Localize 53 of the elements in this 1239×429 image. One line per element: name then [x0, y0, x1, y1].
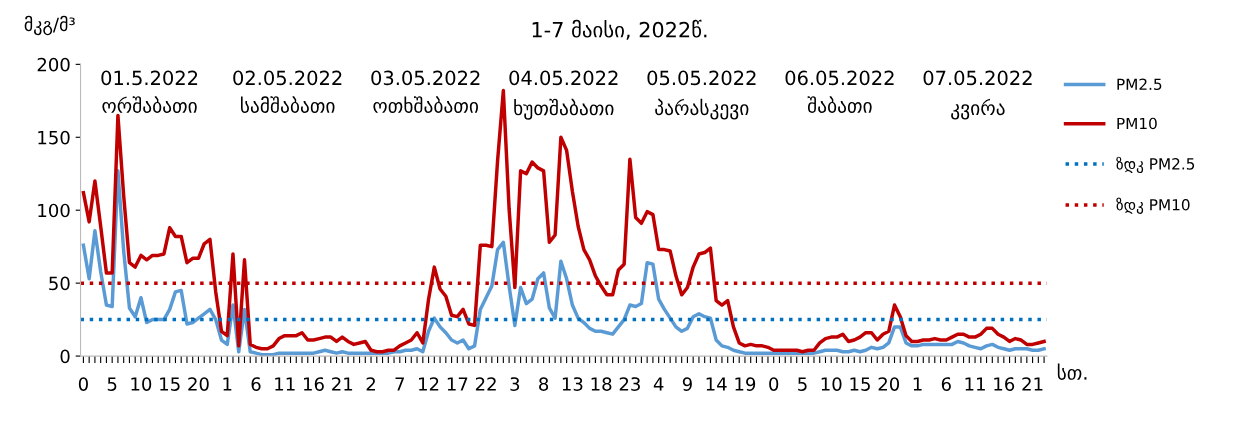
x-tick-label: 13: [562, 377, 583, 391]
x-tick-label: 10: [821, 377, 842, 391]
x-tick-label: 10: [131, 377, 152, 391]
x-tick-label: 11: [275, 377, 295, 391]
x-tick-label: 11: [965, 377, 985, 391]
y-tick-label: 200: [37, 57, 70, 72]
x-tick-label: 21: [1022, 377, 1043, 391]
x-tick-label: 21: [332, 377, 353, 391]
y-tick-label: 100: [38, 203, 70, 218]
x-tick-label: 6: [251, 377, 261, 391]
y-tick-label: 150: [38, 130, 70, 145]
x-tick-label: 22: [475, 377, 496, 391]
x-tick-label: 15: [160, 377, 180, 391]
x-tick-label: 3: [510, 377, 520, 391]
x-tick-label: 16: [994, 377, 1015, 391]
legend-label: ზდკ PM10: [1116, 197, 1190, 214]
x-tick-label: 1: [223, 377, 232, 391]
annotation: 02.05.2022 სამშაბათი: [233, 70, 342, 113]
x-tick-label: 19: [735, 377, 756, 391]
annotation: 06.05.2022 შაბათი: [785, 70, 894, 113]
annotation: 04.05.2022 ხუთშაბათი: [509, 70, 618, 120]
x-tick-label: 15: [850, 377, 870, 391]
x-tick-label: 20: [188, 377, 209, 391]
legend-label: PM2.5: [1117, 78, 1162, 90]
x-tick-label: 4: [653, 377, 664, 391]
x-tick-label: 18: [591, 377, 612, 391]
x-tick-label: 0: [78, 377, 88, 391]
x-tick-label: 6: [941, 377, 951, 391]
legend-label: PM10: [1117, 117, 1157, 130]
annotation: 05.05.2022 პარასკევი: [647, 70, 756, 120]
x-tick-label: 0: [769, 377, 779, 391]
annotation: 03.05.2022 ოთხშაბათი: [371, 70, 480, 113]
x-tick-label: 7: [395, 377, 404, 391]
y-tick-label: 0: [60, 349, 70, 364]
x-tick-label: 8: [539, 377, 549, 391]
y-tick-label: 50: [49, 276, 70, 291]
x-tick-label: 17: [447, 377, 468, 391]
x-tick-label: 12: [419, 377, 439, 391]
x-tick-label: 23: [619, 377, 640, 391]
annotation: 01.5.2022 ორშაბათი: [101, 70, 198, 113]
x-tick-label: 9: [682, 377, 692, 391]
x-tick-label: 16: [304, 377, 324, 391]
chart-title: 1-7 მაისი, 2022წ.: [532, 19, 707, 40]
x-axis-title: სთ.: [1057, 363, 1087, 380]
x-tick-label: 5: [798, 377, 807, 391]
legend-label: ზდკ PM2.5: [1116, 156, 1195, 174]
annotation: 07.05.2022 კვირა: [923, 70, 1032, 120]
x-tick-label: 1: [913, 377, 922, 391]
x-tick-label: 14: [706, 377, 727, 391]
x-tick-label: 5: [107, 377, 117, 391]
y-axis-title: მკგ/მ³: [24, 15, 75, 36]
x-tick-label: 20: [878, 377, 900, 391]
x-tick-label: 2: [366, 377, 375, 391]
